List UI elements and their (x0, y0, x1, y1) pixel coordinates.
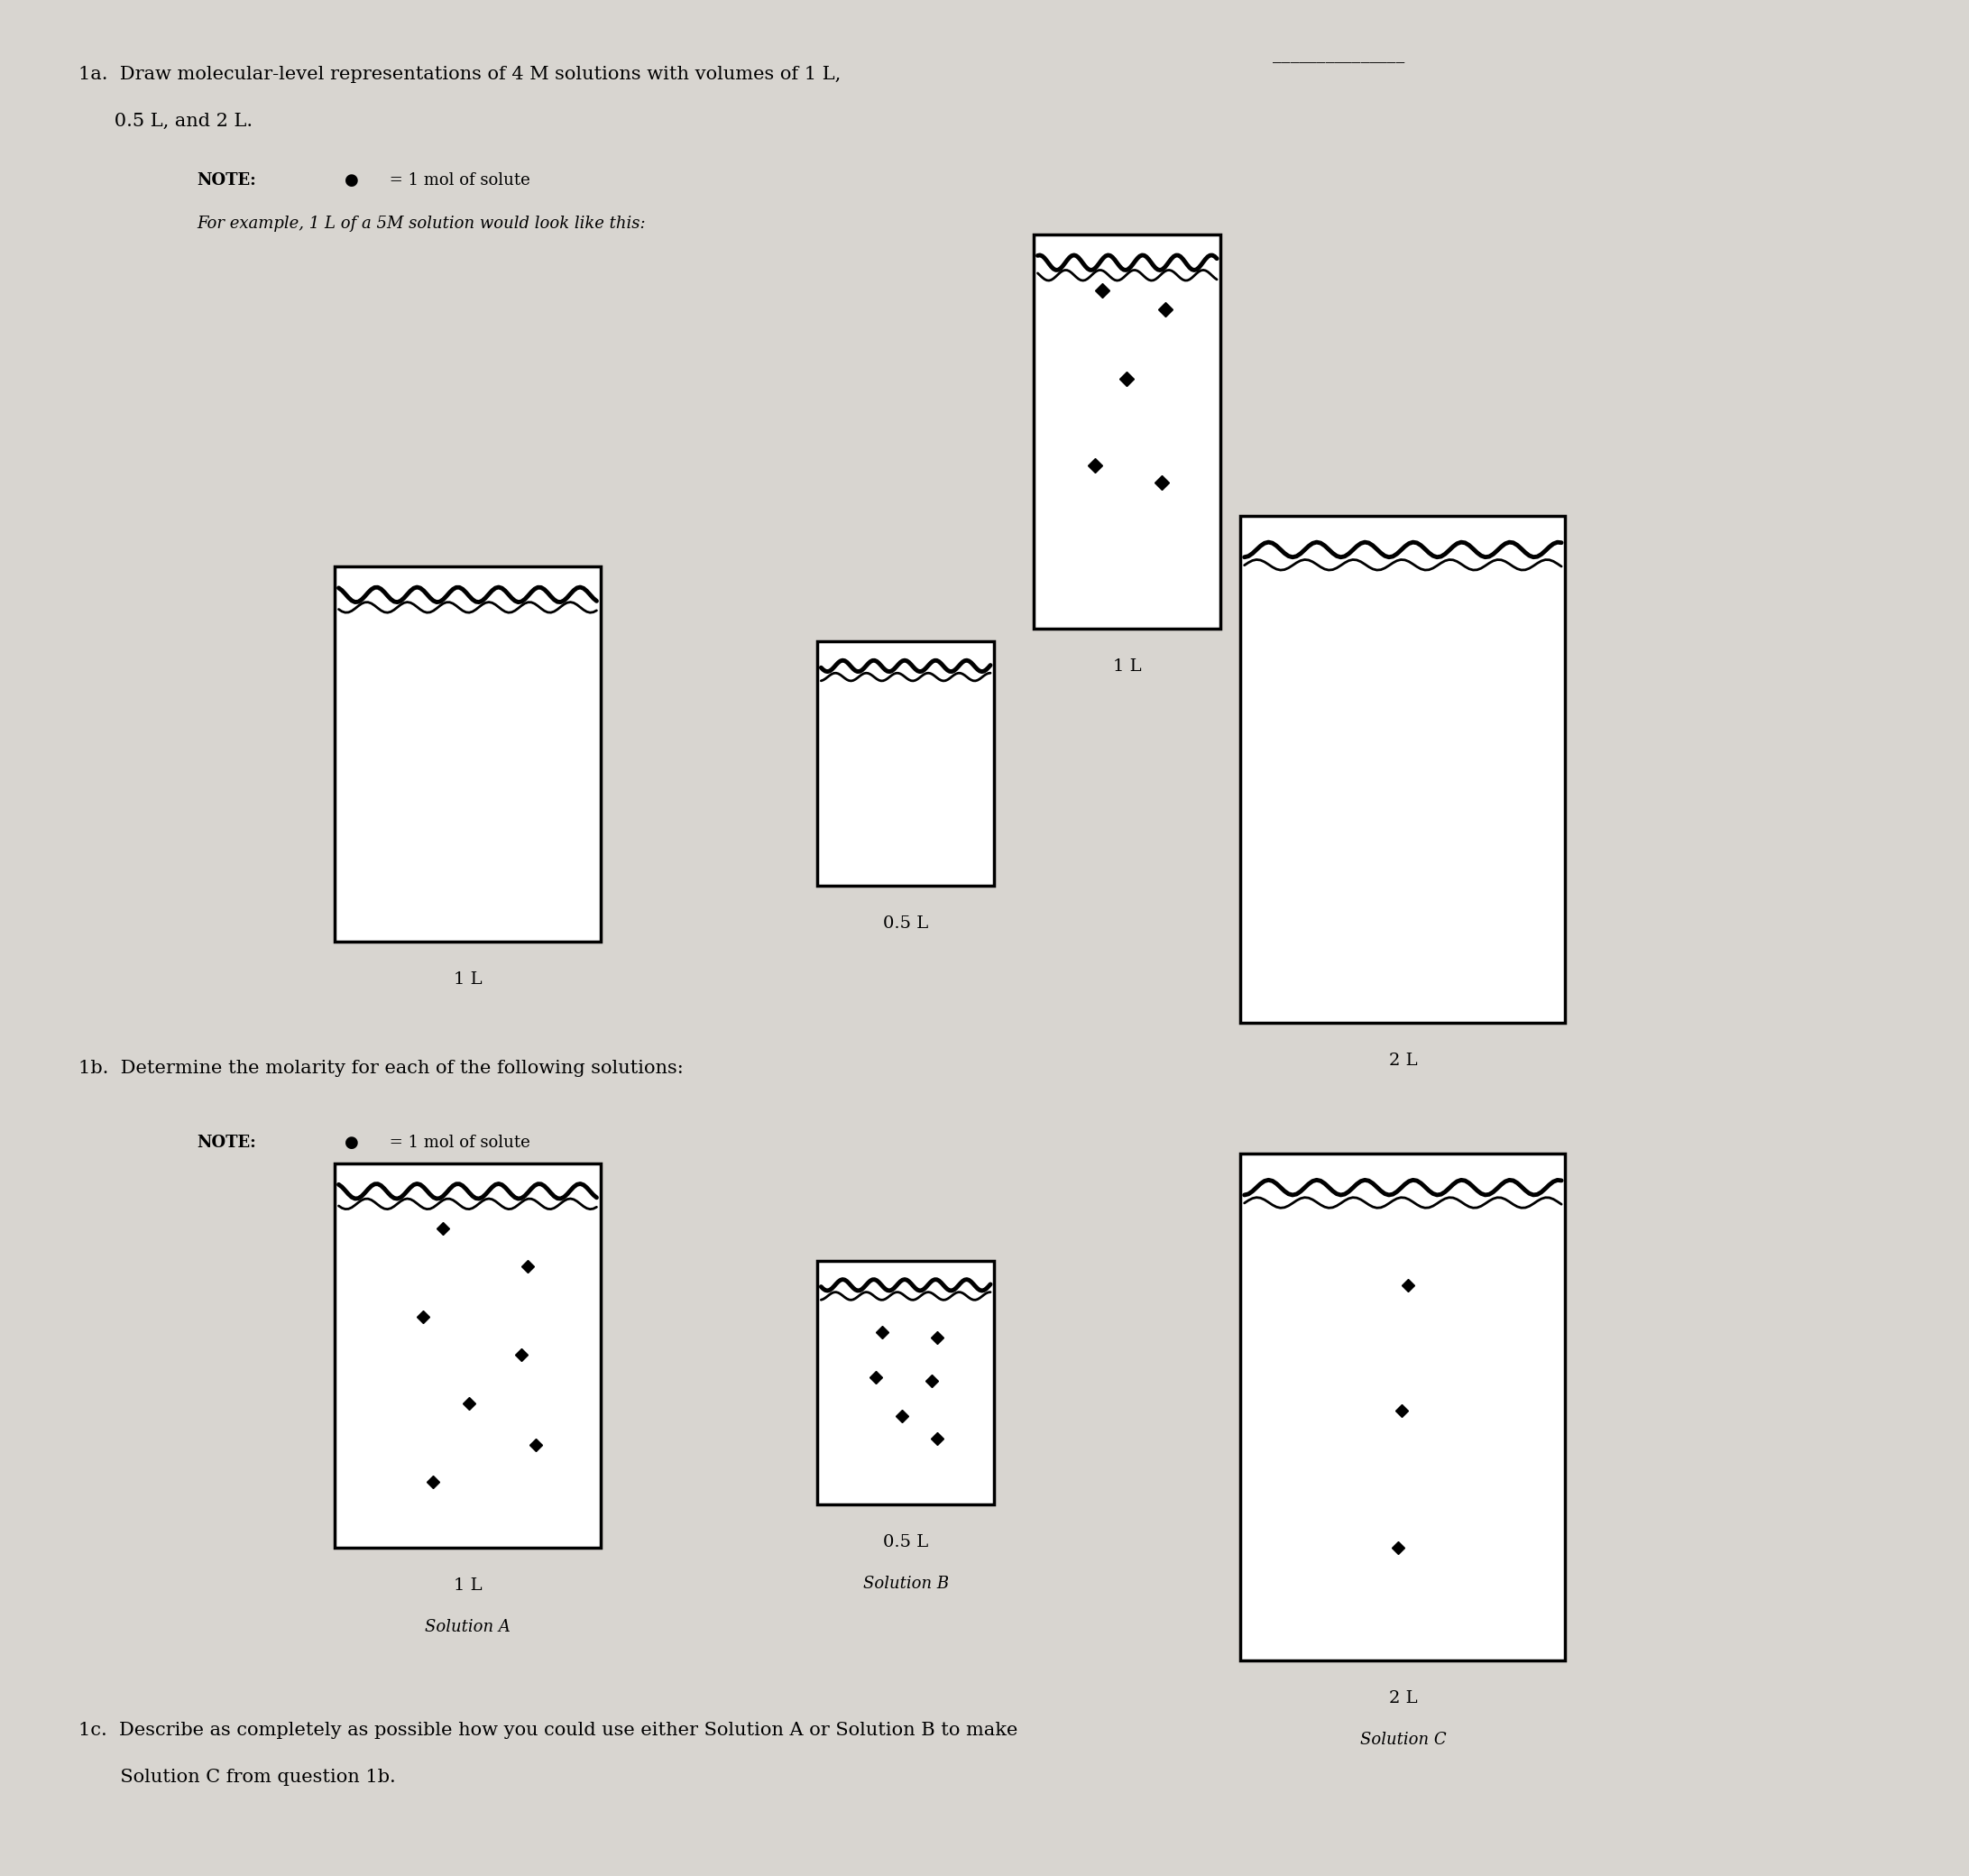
Text: 1 L: 1 L (1112, 658, 1142, 675)
Text: NOTE:: NOTE: (197, 173, 256, 189)
Bar (817, 1261, 994, 1505)
Text: 0.5 L: 0.5 L (882, 915, 929, 932)
Text: 1b.  Determine the molarity for each of the following solutions:: 1b. Determine the molarity for each of t… (79, 1060, 683, 1077)
Text: = 1 mol of solute: = 1 mol of solute (384, 1135, 530, 1152)
Text: 1 L: 1 L (453, 1578, 482, 1595)
Text: Solution B: Solution B (862, 1576, 949, 1593)
Text: _______________: _______________ (1274, 47, 1404, 64)
Text: 1a.  Draw molecular-level representations of 4 M solutions with volumes of 1 L,: 1a. Draw molecular-level representations… (79, 66, 841, 83)
Text: = 1 mol of solute: = 1 mol of solute (384, 173, 530, 189)
Text: Solution C: Solution C (1361, 1732, 1445, 1748)
Bar (1034, 234, 1221, 628)
Bar (335, 1163, 601, 1548)
Text: 0.5 L: 0.5 L (882, 1535, 929, 1551)
Text: NOTE:: NOTE: (197, 1135, 256, 1152)
Bar (1240, 516, 1565, 1022)
Text: 0.5 L, and 2 L.: 0.5 L, and 2 L. (79, 113, 252, 129)
Text: Solution C from question 1b.: Solution C from question 1b. (79, 1769, 396, 1786)
Text: Solution A: Solution A (425, 1619, 510, 1636)
Text: ●: ● (345, 1135, 358, 1152)
Text: 2 L: 2 L (1388, 1690, 1418, 1707)
Text: For example, 1 L of a 5M solution would look like this:: For example, 1 L of a 5M solution would … (197, 216, 646, 233)
Bar (1240, 1154, 1565, 1660)
Bar (817, 642, 994, 885)
Text: 1c.  Describe as completely as possible how you could use either Solution A or S: 1c. Describe as completely as possible h… (79, 1722, 1018, 1739)
Bar (335, 567, 601, 942)
Text: ●: ● (345, 173, 358, 189)
Text: 2 L: 2 L (1388, 1052, 1418, 1069)
Text: 1 L: 1 L (453, 972, 482, 989)
